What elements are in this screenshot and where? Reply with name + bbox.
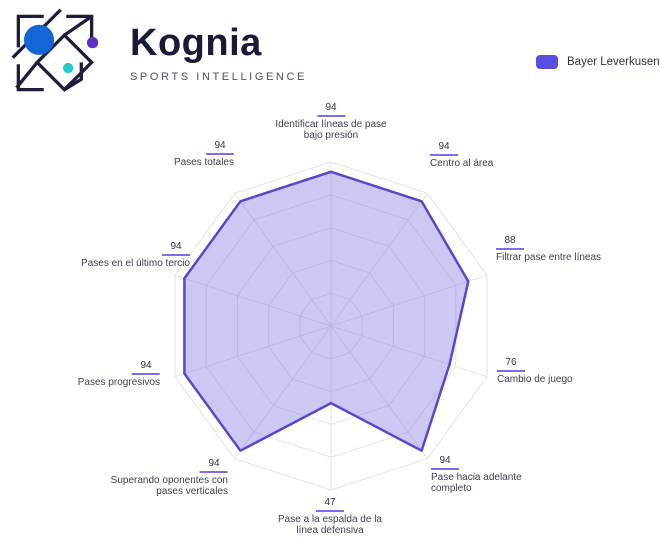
grid-spoke bbox=[330, 274, 488, 327]
axis-label-line: Identificar líneas de pase bbox=[275, 118, 387, 130]
radar-series-bayer-leverkusen[interactable] bbox=[183, 170, 470, 452]
axis-value: 88 bbox=[496, 235, 524, 250]
axis-value: 94 bbox=[162, 241, 190, 256]
axis-label-line: bajo presión bbox=[303, 130, 359, 141]
axis-label: 94 Pases en el último tercio bbox=[81, 241, 190, 269]
axis-value: 94 bbox=[431, 455, 459, 470]
axis-label-line: Cambio de juego bbox=[497, 373, 573, 385]
axis-label: 94 Pase hacia adelante completo bbox=[431, 455, 522, 495]
axis-label-line: Pase hacia adelante bbox=[431, 471, 522, 483]
axis-label: 94 Pases progresivos bbox=[78, 360, 160, 388]
grid-spoke bbox=[234, 325, 332, 459]
axis-label-line: Pases en el último tercio bbox=[81, 257, 190, 269]
grid-spoke bbox=[174, 325, 332, 378]
axis-label: 94 Superando oponentes con pases verticale… bbox=[111, 458, 228, 498]
grid-spoke bbox=[330, 325, 428, 459]
axis-value: 76 bbox=[497, 357, 525, 372]
brand-header: Kognia SPORTS INTELLIGENCE bbox=[8, 6, 307, 100]
axis-label: 76 Cambio de juego bbox=[497, 357, 573, 385]
axis-label-line: Centro al área bbox=[430, 157, 494, 169]
grid-spoke bbox=[174, 274, 332, 327]
grid-spoke bbox=[234, 193, 332, 327]
axis-label-line: Pases totales bbox=[173, 156, 234, 168]
axis-value: 94 bbox=[132, 360, 160, 375]
axis-value: 47 bbox=[316, 497, 344, 512]
axis-label: 94 Identificar líneas de pase bajo presión bbox=[275, 102, 386, 142]
legend-label: Bayer Leverkusen bbox=[567, 56, 660, 68]
legend-item-bayer-leverkusen[interactable]: Bayer Leverkusen bbox=[536, 55, 660, 69]
logo-blue-circle bbox=[23, 24, 55, 55]
grid-spoke bbox=[330, 193, 428, 327]
axis-label-line: Pase a la espalda de la bbox=[278, 513, 382, 525]
axis-label: 47 Pase a la espalda de la línea defensiva bbox=[278, 497, 382, 537]
axis-label-line: Pases progresivos bbox=[77, 376, 160, 388]
axis-value: 94 bbox=[200, 458, 228, 473]
axis-label-line: completo bbox=[431, 483, 472, 494]
axis-label: 88 Filtrar pase entre líneas bbox=[496, 235, 601, 263]
axis-label-line: línea defensiva bbox=[296, 525, 364, 536]
kognia-logo-icon bbox=[11, 8, 99, 92]
logo-teal-dot bbox=[62, 62, 74, 74]
axis-label: 94 Centro al área bbox=[430, 141, 493, 169]
legend-swatch bbox=[536, 55, 558, 69]
axis-value: 94 bbox=[317, 102, 345, 117]
brand-name: Kognia bbox=[130, 21, 262, 64]
grid-spoke bbox=[330, 325, 488, 378]
axis-label-line: Filtrar pase entre líneas bbox=[496, 251, 602, 263]
brand-tagline: SPORTS INTELLIGENCE bbox=[130, 70, 307, 83]
axis-value: 94 bbox=[206, 140, 234, 155]
logo-purple-dot bbox=[86, 37, 99, 49]
axis-label: 94 Pases totales bbox=[174, 140, 234, 168]
axis-value: 94 bbox=[430, 141, 458, 156]
axis-label-line: Superando oponentes con bbox=[110, 474, 228, 486]
axis-label-line: pases verticales bbox=[156, 486, 228, 497]
